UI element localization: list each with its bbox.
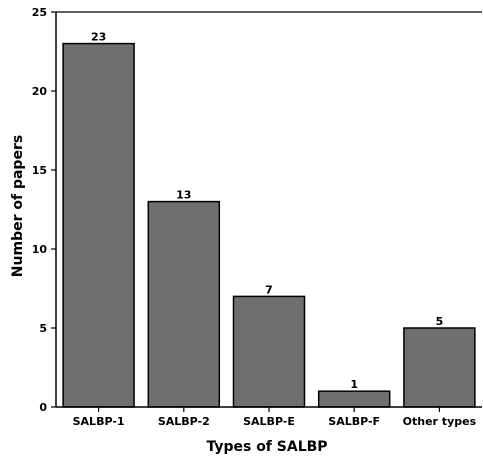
data-label: 23 [91,31,106,44]
y-tick-label: 5 [39,322,47,335]
axes-group: SALBP-1 SALBP-2 SALBP-E SALBP-F Other types 0… [32,6,482,428]
data-label: 1 [350,378,358,391]
bar-salbp-e [232,295,306,408]
x-tick-label: SALBP-2 [158,415,210,428]
y-tick-label: 20 [32,85,48,98]
y-tick-label: 0 [39,401,47,414]
x-axis-title: Types of SALBP [206,439,327,455]
y-tick-label: 25 [32,6,47,19]
bar-salbp-2 [147,200,221,408]
bar-other-types [403,327,476,408]
data-label: 7 [265,283,273,296]
data-label: 5 [436,315,444,328]
y-tick-label: 10 [32,243,48,256]
y-tick-label: 15 [32,164,47,177]
x-tick-label: SALBP-F [328,415,380,428]
bar-salbp-f [317,390,391,408]
data-label: 13 [176,189,191,202]
bars-group [62,42,476,408]
y-axis-title: Number of papers [10,135,26,277]
x-tick-label: SALBP-E [243,415,295,428]
x-tick-label: Other types [403,415,477,428]
data-labels-group: 23 13 7 1 5 [91,31,443,392]
bar-salbp-1 [62,42,135,408]
x-tick-label: SALBP-1 [73,415,125,428]
